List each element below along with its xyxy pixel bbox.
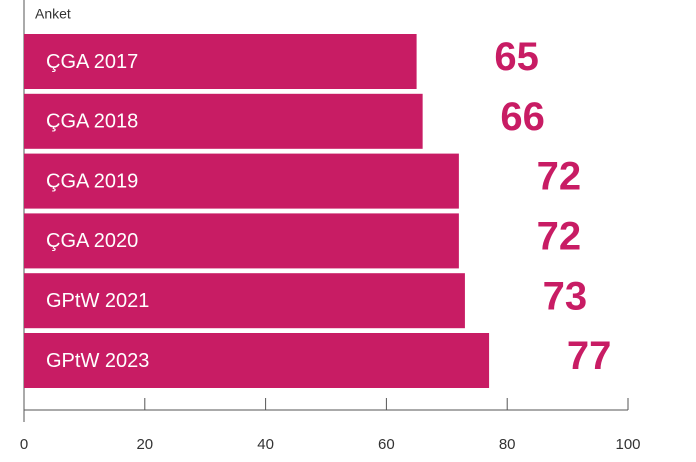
bar bbox=[24, 93, 423, 149]
bar bbox=[24, 213, 459, 269]
category-label: ÇGA 2018 bbox=[46, 111, 138, 133]
value-label: 77 bbox=[567, 334, 612, 378]
bar bbox=[24, 333, 490, 388]
value-label: 73 bbox=[543, 274, 588, 318]
x-tick-label: 0 bbox=[20, 436, 28, 453]
category-label: GPtW 2023 bbox=[46, 350, 149, 372]
chart-title: Anket bbox=[35, 6, 71, 22]
x-tick-label: 80 bbox=[499, 436, 516, 453]
category-label: ÇGA 2019 bbox=[46, 170, 138, 192]
category-label: ÇGA 2020 bbox=[46, 230, 138, 252]
bar bbox=[24, 34, 417, 89]
bar bbox=[24, 273, 465, 329]
x-tick-label: 40 bbox=[257, 436, 274, 453]
x-tick-label: 20 bbox=[136, 436, 153, 453]
category-label: ÇGA 2017 bbox=[46, 51, 138, 73]
x-tick-label: 60 bbox=[378, 436, 395, 453]
value-label: 66 bbox=[500, 95, 545, 139]
x-tick-label: 100 bbox=[615, 436, 640, 453]
value-label: 72 bbox=[537, 214, 582, 258]
category-label: GPtW 2021 bbox=[46, 290, 149, 312]
value-label: 65 bbox=[494, 35, 539, 79]
bar bbox=[24, 153, 459, 209]
value-label: 72 bbox=[537, 155, 582, 199]
